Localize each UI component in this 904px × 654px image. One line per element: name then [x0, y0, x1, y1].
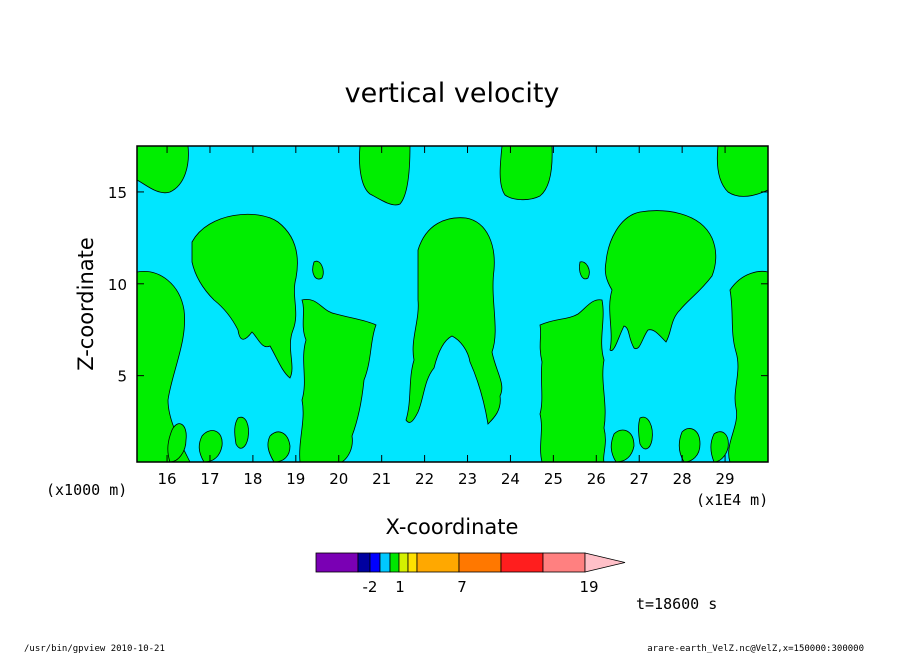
x-tick-label: 29: [716, 470, 735, 488]
x-tick-label: 27: [630, 470, 649, 488]
y-axis-ticks: 5 10 15: [108, 184, 768, 386]
x-tick-label: 18: [243, 470, 262, 488]
contour-region: [579, 261, 590, 280]
contour-region: [137, 146, 189, 194]
colorbar-arrow: [584, 552, 626, 573]
colorbar-tick-label: 7: [457, 578, 467, 596]
contour-region: [405, 217, 503, 425]
y-tick-label: 15: [108, 184, 127, 202]
contour-region: [299, 298, 377, 462]
plot-area: 16 17 18 19 20 21 22 23 24 25 26 27 28 29 5 10 15: [108, 145, 769, 488]
x-unit-right: (x1E4 m): [696, 491, 768, 509]
x-tick-label: 21: [372, 470, 391, 488]
contour-region: [710, 431, 729, 462]
footer-left: /usr/bin/gpview 2010-10-21: [24, 644, 165, 654]
contour-region: [499, 146, 553, 201]
x-tick-label: 22: [415, 470, 434, 488]
contour-region: [638, 416, 653, 450]
colorbar-segment: [458, 552, 502, 573]
y-tick-label: 10: [108, 276, 127, 294]
x-tick-label: 19: [286, 470, 305, 488]
footer-right: arare-earth_VelZ.nc@VelZ,x=150000:300000: [647, 644, 864, 654]
x-axis-ticks: 16 17 18 19 20 21 22 23 24 25 26 27 28 29: [158, 146, 735, 488]
colorbar-segment: [500, 552, 544, 573]
x-tick-label: 24: [501, 470, 520, 488]
y-tick-label: 5: [117, 368, 127, 386]
x-tick-label: 26: [587, 470, 606, 488]
x-tick-label: 20: [329, 470, 348, 488]
x-tick-label: 28: [673, 470, 692, 488]
contour-region: [198, 430, 223, 462]
x-tick-label: 23: [458, 470, 477, 488]
colorbar-segment: [357, 552, 371, 573]
colorbar-segment: [379, 552, 391, 573]
contour-region: [359, 146, 411, 206]
x-tick-label: 16: [158, 470, 177, 488]
contour-region: [312, 260, 324, 280]
x-unit-left: (x1000 m): [46, 481, 127, 499]
colorbar-tick-label: -2: [363, 578, 378, 596]
contour-region: [191, 213, 298, 379]
colorbar: [315, 552, 626, 573]
colorbar-segment: [542, 552, 586, 573]
contour-region: [728, 271, 768, 462]
time-label: t=18600 s: [636, 595, 717, 613]
contour-region: [610, 429, 635, 462]
chart-title: vertical velocity: [345, 78, 560, 109]
contour-region: [234, 416, 249, 449]
contour-region: [716, 146, 768, 197]
colorbar-segment: [398, 552, 409, 573]
x-tick-label: 17: [200, 470, 219, 488]
colorbar-tick-label: 1: [395, 578, 405, 596]
plot-frame: [136, 145, 769, 463]
contour-region: [604, 210, 717, 352]
contour-region: [267, 431, 291, 462]
contour-region: [167, 423, 187, 462]
colorbar-segment: [389, 552, 400, 573]
contour-region: [678, 428, 701, 462]
contour-regions: [137, 146, 768, 462]
y-axis-title: Z-coordinate: [74, 237, 98, 371]
x-axis-title: X-coordinate: [386, 515, 519, 539]
colorbar-segment: [369, 552, 381, 573]
colorbar-segment: [416, 552, 460, 573]
colorbar-tick-labels: -2 1 7 19: [363, 578, 599, 596]
colorbar-segment: [407, 552, 418, 573]
contour-region: [539, 299, 606, 462]
x-tick-label: 25: [544, 470, 563, 488]
colorbar-tick-label: 19: [579, 578, 598, 596]
colorbar-segment: [315, 552, 359, 573]
